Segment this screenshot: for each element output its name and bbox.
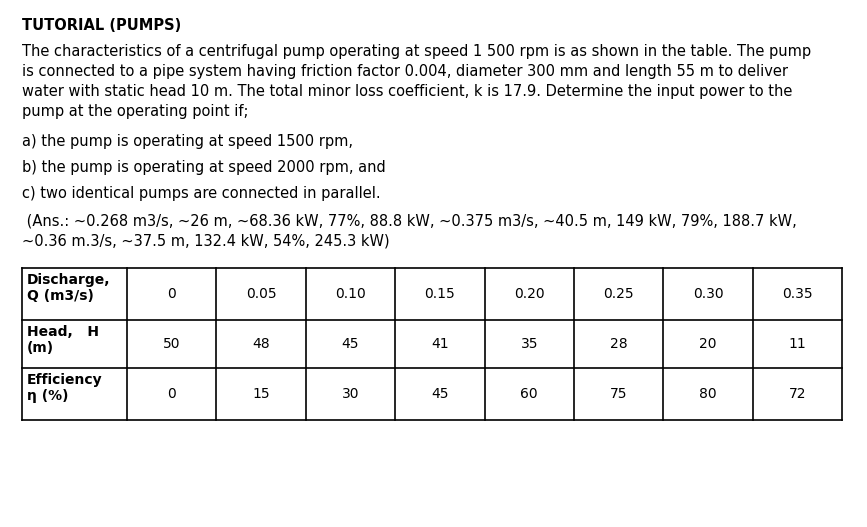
Text: 30: 30	[342, 387, 359, 401]
Text: a) the pump is operating at speed 1500 rpm,: a) the pump is operating at speed 1500 r…	[22, 134, 353, 149]
Text: 0.15: 0.15	[425, 287, 455, 301]
Text: is connected to a pipe system having friction factor 0.004, diameter 300 mm and : is connected to a pipe system having fri…	[22, 64, 788, 79]
Text: 75: 75	[610, 387, 628, 401]
Text: 72: 72	[789, 387, 806, 401]
Text: Q (m3/s): Q (m3/s)	[27, 289, 94, 303]
Text: pump at the operating point if;: pump at the operating point if;	[22, 104, 249, 119]
Text: Efficiency: Efficiency	[27, 373, 102, 387]
Text: 0: 0	[167, 287, 176, 301]
Text: (Ans.: ~0.268 m3/s, ~26 m, ~68.36 kW, 77%, 88.8 kW, ~0.375 m3/s, ~40.5 m, 149 kW: (Ans.: ~0.268 m3/s, ~26 m, ~68.36 kW, 77…	[22, 214, 797, 229]
Text: 0.25: 0.25	[603, 287, 634, 301]
Text: 0.10: 0.10	[335, 287, 366, 301]
Text: 45: 45	[342, 337, 359, 351]
Text: 0.05: 0.05	[245, 287, 277, 301]
Text: 80: 80	[699, 387, 717, 401]
Text: 35: 35	[520, 337, 538, 351]
Text: Discharge,: Discharge,	[27, 273, 110, 287]
Text: The characteristics of a centrifugal pump operating at speed 1 500 rpm is as sho: The characteristics of a centrifugal pum…	[22, 44, 812, 59]
Text: 0.30: 0.30	[693, 287, 723, 301]
Text: 28: 28	[610, 337, 628, 351]
Text: b) the pump is operating at speed 2000 rpm, and: b) the pump is operating at speed 2000 r…	[22, 160, 386, 175]
Text: 11: 11	[788, 337, 806, 351]
Text: TUTORIAL (PUMPS): TUTORIAL (PUMPS)	[22, 18, 181, 33]
Text: 50: 50	[163, 337, 180, 351]
Text: 41: 41	[431, 337, 448, 351]
Text: 0.20: 0.20	[514, 287, 544, 301]
Text: 45: 45	[431, 387, 448, 401]
Text: water with static head 10 m. The total minor loss coefficient, k is 17.9. Determ: water with static head 10 m. The total m…	[22, 84, 792, 99]
Text: 15: 15	[252, 387, 270, 401]
Text: 60: 60	[520, 387, 538, 401]
Text: 0.35: 0.35	[782, 287, 812, 301]
Text: η (%): η (%)	[27, 389, 68, 403]
Text: ~0.36 m.3/s, ~37.5 m, 132.4 kW, 54%, 245.3 kW): ~0.36 m.3/s, ~37.5 m, 132.4 kW, 54%, 245…	[22, 234, 389, 249]
Text: 48: 48	[252, 337, 270, 351]
Text: (m): (m)	[27, 341, 54, 355]
Text: c) two identical pumps are connected in parallel.: c) two identical pumps are connected in …	[22, 186, 381, 201]
Text: 20: 20	[699, 337, 717, 351]
Text: Head,   H: Head, H	[27, 325, 99, 339]
Text: 0: 0	[167, 387, 176, 401]
